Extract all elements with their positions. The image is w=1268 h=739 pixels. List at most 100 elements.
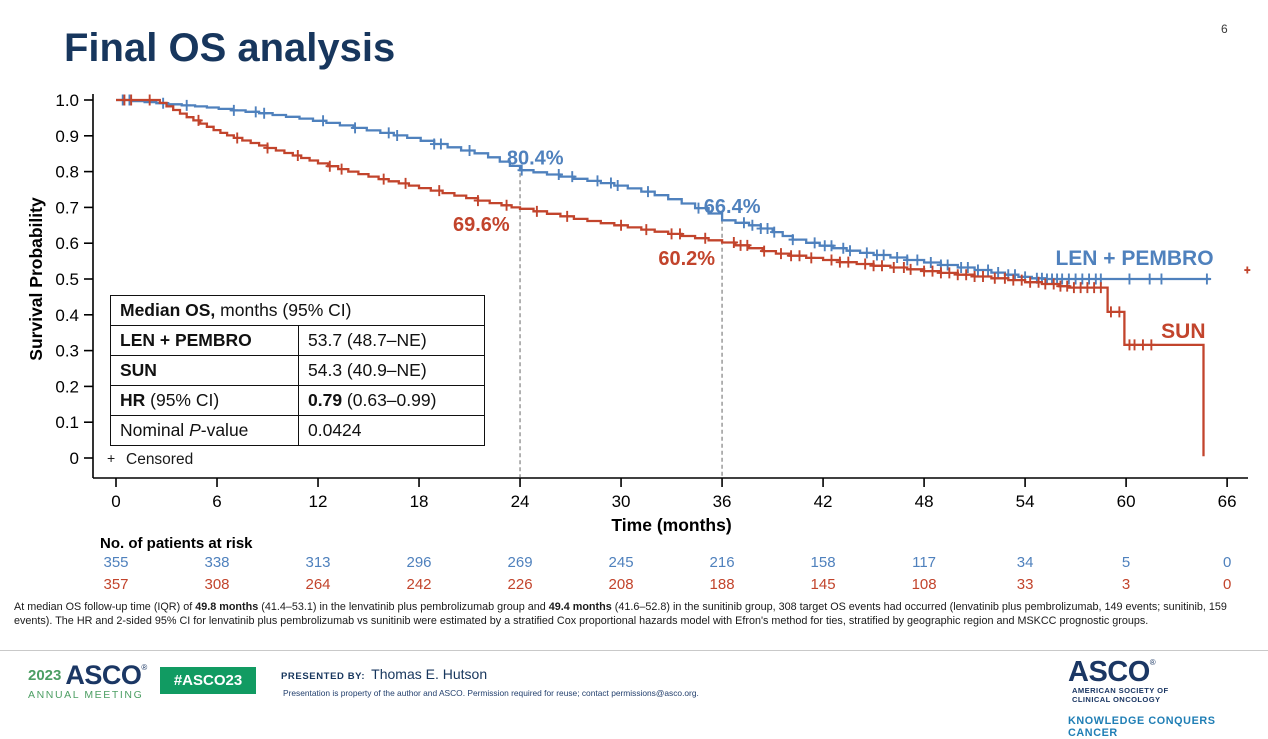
patients-at-risk-table: No. of patients at risk 355 338 313 296 269 24…	[100, 535, 1231, 593]
x-tick-label: 0	[111, 492, 120, 511]
at-risk-value-sun: 145	[811, 576, 836, 593]
logo-year: 2023	[28, 667, 62, 684]
society-asco-wordmark: ASCO	[1068, 656, 1150, 688]
censor-marks-len	[118, 94, 1212, 285]
at-risk-value-len: 296	[407, 554, 432, 571]
at-risk-value-sun: 226	[508, 576, 533, 593]
table-row-sun: SUN 54.3 (40.9–NE)	[110, 355, 485, 386]
at-risk-value-sun: 208	[609, 576, 634, 593]
annotation-80-4-: 80.4%	[507, 147, 564, 169]
annotation-69-6-: 69.6%	[453, 214, 510, 236]
society-tagline: KNOWLEDGE CONQUERS CANCER	[1068, 715, 1216, 739]
at-risk-value-sun: 33	[1017, 576, 1034, 593]
annotation-len-pembro: LEN + PEMBRO	[1055, 247, 1213, 270]
at-risk-value-len: 5	[1122, 554, 1130, 571]
hr-label-cell: HR (95% CI)	[110, 385, 299, 416]
y-tick-label: 1.0	[55, 91, 79, 110]
reference-dashed-lines	[519, 166, 723, 477]
at-risk-value-sun: 188	[710, 576, 735, 593]
x-tick-label: 18	[410, 492, 429, 511]
x-tick-label: 12	[309, 492, 328, 511]
x-axis-title: Time (months)	[611, 515, 731, 535]
stray-censor-mark	[1244, 266, 1251, 274]
x-tick-label: 66	[1218, 492, 1237, 511]
asco-annual-meeting-logo-top: 2023 ASCO®	[28, 660, 147, 691]
x-tick-label: 42	[814, 492, 833, 511]
asco-society-logo-top: ASCO® AMERICAN SOCIETY OF CLINICAL ONCOLOG…	[1068, 658, 1244, 713]
kaplan-meier-os-chart: 1.0 0.9 0.8 0.7 0.6 0.5 0.4 0.3 0.2 0.1 0 0 6 12 18 24 3…	[26, 91, 1251, 593]
table-row-hr: HR (95% CI) 0.79 (0.63–0.99)	[110, 385, 485, 416]
at-risk-value-sun: 264	[306, 576, 331, 593]
y-tick-label: 0.7	[55, 198, 79, 217]
at-risk-value-len: 338	[204, 554, 229, 571]
at-risk-value-len: 269	[508, 554, 533, 571]
table-row-header: Median OS, months (95% CI)	[110, 295, 485, 326]
y-tick-label: 0.6	[55, 234, 79, 253]
at-risk-value-len: 0	[1223, 554, 1231, 571]
at-risk-value-len: 216	[710, 554, 735, 571]
logo-asco-wordmark: ASCO	[65, 660, 142, 690]
censored-plus-symbol: +	[107, 450, 115, 466]
y-axis-title: Survival Probability	[26, 197, 46, 361]
presented-by-block: PRESENTED BY: Thomas E. Hutson	[281, 666, 487, 684]
censored-note: + Censored	[107, 450, 193, 468]
registered-mark: ®	[141, 663, 148, 672]
y-tick-label: 0.8	[55, 163, 79, 182]
presenter-name: Thomas E. Hutson	[371, 666, 488, 682]
page-number: 6	[1221, 22, 1228, 36]
median-os-table: Median OS, months (95% CI) LEN + PEMBRO …	[110, 295, 485, 446]
logo-annual-meeting: ANNUAL MEETING	[28, 689, 144, 701]
x-tick-label: 6	[212, 492, 221, 511]
society-name: AMERICAN SOCIETY OF CLINICAL ONCOLOGY	[1072, 686, 1169, 704]
presented-by-label: PRESENTED BY:	[281, 671, 366, 682]
y-tick-label: 0.1	[55, 413, 79, 432]
patients-at-risk-label: No. of patients at risk	[100, 535, 253, 552]
at-risk-value-len: 245	[609, 554, 634, 571]
sun-label-cell: SUN	[110, 355, 299, 386]
table-row-pvalue: Nominal P-value 0.0424	[110, 415, 485, 446]
x-tick-label: 48	[915, 492, 934, 511]
at-risk-value-len: 117	[912, 554, 936, 571]
at-risk-value-len: 158	[811, 554, 836, 571]
y-tick-label: 0.2	[55, 377, 79, 396]
hashtag-asco23-badge: #ASCO23	[160, 667, 256, 694]
annotation-60-2-: 60.2%	[658, 248, 715, 270]
registered-mark: ®	[1149, 658, 1156, 667]
x-tick-label: 60	[1117, 492, 1136, 511]
y-tick-label: 0.4	[55, 306, 79, 325]
footer-divider	[0, 650, 1268, 651]
annotation-66-4-: 66.4%	[704, 196, 761, 218]
permission-disclaimer: Presentation is property of the author a…	[283, 688, 699, 698]
len-pembro-label-cell: LEN + PEMBRO	[110, 325, 299, 356]
asco-society-logo: ASCO® AMERICAN SOCIETY OF CLINICAL ONCOLOG…	[1068, 658, 1244, 739]
at-risk-value-sun: 108	[912, 576, 937, 593]
median-os-header-cell: Median OS, months (95% CI)	[110, 295, 485, 326]
y-tick-label: 0.3	[55, 342, 79, 361]
y-tick-label: 0	[70, 449, 79, 468]
len-pembro-median-cell: 53.7 (48.7–NE)	[298, 325, 485, 356]
x-tick-label: 24	[511, 492, 530, 511]
at-risk-value-sun: 357	[103, 576, 128, 593]
axes: 1.0 0.9 0.8 0.7 0.6 0.5 0.4 0.3 0.2 0.1 0 0 6 12 18 24 3…	[26, 91, 1248, 535]
annotation-sun: SUN	[1161, 320, 1205, 343]
at-risk-value-sun: 0	[1223, 576, 1231, 593]
y-tick-label: 0.5	[55, 270, 79, 289]
pvalue-label-cell: Nominal P-value	[110, 415, 299, 446]
at-risk-value-sun: 242	[407, 576, 432, 593]
x-tick-label: 36	[713, 492, 732, 511]
censor-marks-sun	[120, 94, 1156, 351]
x-tick-label: 54	[1016, 492, 1035, 511]
at-risk-value-len: 355	[103, 554, 128, 571]
page-title: Final OS analysis	[64, 26, 396, 70]
at-risk-value-len: 313	[306, 554, 331, 571]
sun-median-cell: 54.3 (40.9–NE)	[298, 355, 485, 386]
censored-label: Censored	[126, 451, 193, 468]
footnote-text: At median OS follow-up time (IQR) of 49.…	[14, 601, 1227, 627]
hr-value-cell: 0.79 (0.63–0.99)	[298, 385, 485, 416]
table-row-len-pembro: LEN + PEMBRO 53.7 (48.7–NE)	[110, 325, 485, 356]
asco-annual-meeting-logo: 2023 ASCO® ANNUAL MEETING	[28, 660, 147, 701]
at-risk-value-sun: 3	[1122, 576, 1130, 593]
x-tick-label: 30	[612, 492, 631, 511]
at-risk-value-len: 34	[1017, 554, 1034, 571]
at-risk-value-sun: 308	[204, 576, 229, 593]
